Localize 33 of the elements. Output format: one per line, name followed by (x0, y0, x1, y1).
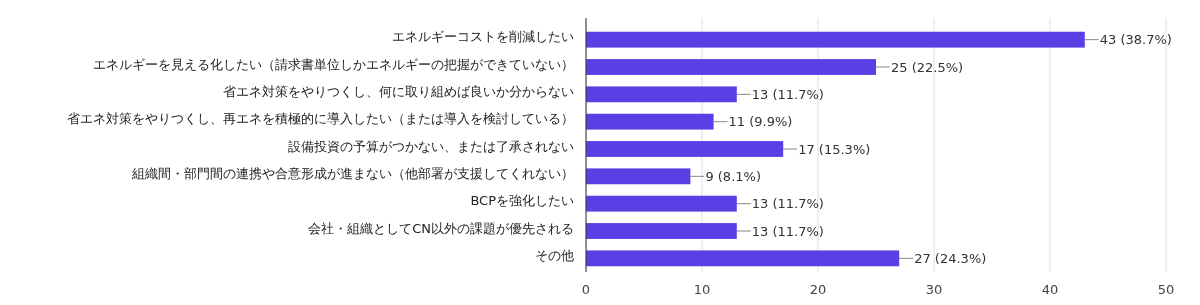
x-tick-label: 0 (581, 281, 591, 297)
bar (586, 195, 737, 212)
data-label: 13 (11.7%) (751, 86, 824, 102)
data-label: 13 (11.7%) (751, 196, 824, 212)
y-tick-label: 省エネ対策をやりつくし、再エネを積極的に導入したい（または導入を検討している） (67, 111, 574, 127)
bar (586, 250, 900, 267)
x-tick-label: 20 (809, 281, 827, 297)
x-tick-label: 40 (1041, 281, 1059, 297)
y-tick-label: 省エネ対策をやりつくし、何に取り組めば良いか分からない (223, 83, 574, 99)
bar (586, 223, 737, 239)
y-tick-label: エネルギーを見える化したい（請求書単位しかエネルギーの把握ができていない） (93, 56, 574, 72)
y-tick-label: その他 (535, 247, 574, 263)
y-tick-label: 組織間・部門間の連携や合意形成が進まない（他部署が支援してくれない） (131, 165, 574, 181)
y-tick-label: 会社・組織としてCN以外の課題が優先される (308, 220, 574, 236)
y-tick-label: エネルギーコストを削減したい (392, 29, 574, 45)
data-label: 27 (24.3%) (914, 250, 987, 266)
bar (586, 59, 876, 75)
data-label: 25 (22.5%) (891, 59, 964, 75)
bar (586, 113, 714, 130)
bar (586, 31, 1085, 48)
x-tick-label: 50 (1157, 281, 1175, 297)
data-label: 11 (9.9%) (728, 114, 793, 130)
y-tick-label: 設備投資の予算がつかない、または了承されない (288, 138, 574, 154)
bar (586, 168, 691, 185)
data-label: 9 (8.1%) (705, 168, 761, 184)
x-tick-label: 10 (693, 281, 711, 297)
data-label: 43 (38.7%) (1099, 32, 1172, 48)
y-tick-label: BCPを強化したい (470, 193, 574, 209)
data-label: 17 (15.3%) (798, 141, 871, 157)
bar (586, 141, 784, 157)
bar (586, 86, 737, 103)
data-label: 13 (11.7%) (751, 223, 824, 239)
x-tick-label: 30 (925, 281, 943, 297)
